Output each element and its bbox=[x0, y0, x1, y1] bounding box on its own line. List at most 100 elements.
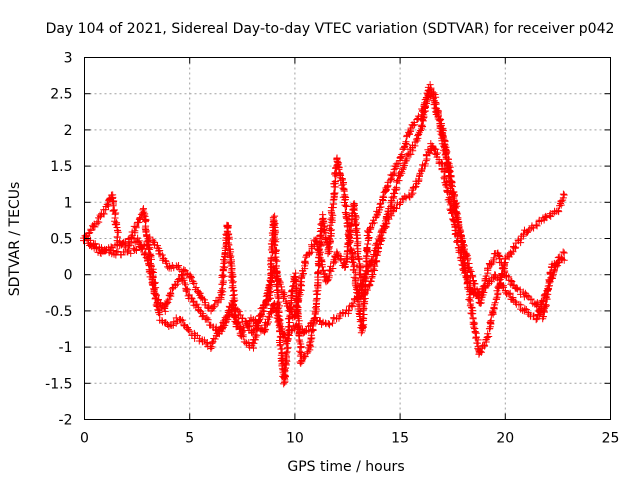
data-point-series-3 bbox=[292, 312, 300, 320]
data-point-series-2 bbox=[277, 332, 285, 340]
data-point-series-2 bbox=[394, 159, 402, 167]
data-point-series-2 bbox=[477, 348, 485, 356]
data-point-series-3 bbox=[366, 280, 374, 288]
data-point-series-2 bbox=[132, 247, 140, 255]
data-point-series-3 bbox=[482, 272, 490, 280]
data-point-series-3 bbox=[183, 286, 191, 294]
y-tick-label: 1 bbox=[64, 195, 73, 211]
data-point-series-1 bbox=[396, 199, 404, 207]
data-point-series-1 bbox=[521, 305, 529, 313]
data-point-series-1 bbox=[532, 316, 540, 324]
data-point-series-1 bbox=[87, 226, 95, 234]
data-point-series-3 bbox=[136, 214, 144, 222]
data-point-series-2 bbox=[235, 325, 243, 333]
data-point-series-2 bbox=[474, 336, 482, 344]
data-point-series-3 bbox=[290, 313, 298, 321]
data-point-series-2 bbox=[267, 254, 275, 262]
data-point-series-3 bbox=[411, 138, 419, 146]
data-point-series-3 bbox=[422, 95, 430, 103]
data-point-series-3 bbox=[131, 227, 139, 235]
y-tick-label: 0 bbox=[64, 268, 73, 284]
data-point-series-2 bbox=[291, 276, 299, 284]
data-point-series-2 bbox=[357, 329, 365, 337]
data-point-series-3 bbox=[249, 326, 257, 334]
data-point-series-3 bbox=[541, 301, 549, 309]
data-point-series-1 bbox=[509, 293, 517, 301]
data-point-series-2 bbox=[470, 323, 478, 331]
data-point-series-2 bbox=[226, 251, 234, 259]
data-point-series-3 bbox=[353, 242, 361, 250]
data-point-series-2 bbox=[489, 308, 497, 316]
data-point-series-3 bbox=[105, 246, 113, 254]
data-point-series-3 bbox=[448, 191, 456, 199]
data-point-series-3 bbox=[440, 143, 448, 151]
data-point-series-3 bbox=[199, 312, 207, 320]
data-point-series-2 bbox=[379, 192, 387, 200]
data-point-series-3 bbox=[127, 234, 135, 242]
data-point-series-2 bbox=[113, 248, 121, 256]
data-point-series-3 bbox=[560, 256, 568, 264]
data-point-series-3 bbox=[167, 290, 175, 298]
data-point-series-3 bbox=[195, 306, 203, 314]
data-point-series-3 bbox=[401, 162, 409, 170]
data-point-series-2 bbox=[180, 266, 188, 274]
data-point-series-2 bbox=[162, 259, 170, 267]
data-point-series-2 bbox=[219, 280, 227, 288]
y-tick-label: -2 bbox=[59, 413, 73, 429]
data-point-series-3 bbox=[453, 218, 461, 226]
data-point-series-2 bbox=[376, 206, 384, 214]
data-point-series-1 bbox=[96, 211, 104, 219]
data-point-series-3 bbox=[307, 248, 315, 256]
data-point-series-1 bbox=[443, 187, 451, 195]
data-point-series-3 bbox=[117, 241, 125, 249]
data-point-series-3 bbox=[204, 316, 212, 324]
data-point-series-3 bbox=[152, 292, 160, 300]
data-point-series-3 bbox=[132, 224, 140, 232]
data-point-series-1 bbox=[207, 344, 215, 352]
chart-title: Day 104 of 2021, Sidereal Day-to-day VTE… bbox=[46, 21, 615, 37]
data-point-series-3 bbox=[333, 248, 341, 256]
data-point-series-2 bbox=[306, 339, 314, 347]
data-point-series-3 bbox=[342, 255, 350, 263]
data-point-series-2 bbox=[272, 238, 280, 246]
data-point-series-2 bbox=[276, 328, 284, 336]
data-point-series-1 bbox=[505, 290, 513, 298]
data-point-series-2 bbox=[359, 323, 367, 331]
data-point-series-2 bbox=[560, 191, 568, 199]
data-point-series-2 bbox=[364, 234, 372, 242]
data-point-series-3 bbox=[443, 162, 451, 170]
data-point-series-3 bbox=[265, 281, 273, 289]
data-point-series-2 bbox=[367, 224, 375, 232]
data-point-series-3 bbox=[437, 130, 445, 138]
data-point-series-2 bbox=[468, 304, 476, 312]
data-point-series-3 bbox=[546, 268, 554, 276]
data-point-series-2 bbox=[271, 212, 279, 220]
data-point-series-3 bbox=[148, 255, 156, 263]
data-point-series-2 bbox=[333, 157, 341, 165]
data-point-series-2 bbox=[276, 321, 284, 329]
data-point-series-3 bbox=[422, 102, 429, 110]
data-point-series-3 bbox=[280, 289, 288, 297]
data-point-series-2 bbox=[272, 256, 280, 264]
data-point-series-2 bbox=[190, 280, 198, 288]
data-point-series-3 bbox=[301, 258, 309, 266]
data-point-series-3 bbox=[479, 283, 487, 291]
data-point-series-2 bbox=[127, 249, 135, 257]
data-point-series-2 bbox=[364, 240, 372, 248]
data-point-series-3 bbox=[263, 290, 271, 298]
data-point-series-3 bbox=[484, 264, 492, 272]
data-point-series-1 bbox=[105, 196, 113, 204]
data-point-series-3 bbox=[479, 291, 487, 299]
data-point-series-2 bbox=[343, 202, 351, 210]
data-point-series-3 bbox=[329, 265, 337, 273]
data-point-series-2 bbox=[487, 318, 495, 326]
data-point-series-3 bbox=[326, 266, 334, 274]
data-point-series-2 bbox=[496, 279, 504, 287]
data-point-series-1 bbox=[103, 200, 111, 208]
data-point-series-2 bbox=[355, 309, 363, 317]
data-point-series-3 bbox=[273, 272, 281, 280]
data-point-series-3 bbox=[512, 284, 520, 292]
data-point-series-1 bbox=[506, 289, 514, 297]
data-point-series-2 bbox=[327, 215, 335, 223]
data-point-series-2 bbox=[283, 344, 291, 352]
